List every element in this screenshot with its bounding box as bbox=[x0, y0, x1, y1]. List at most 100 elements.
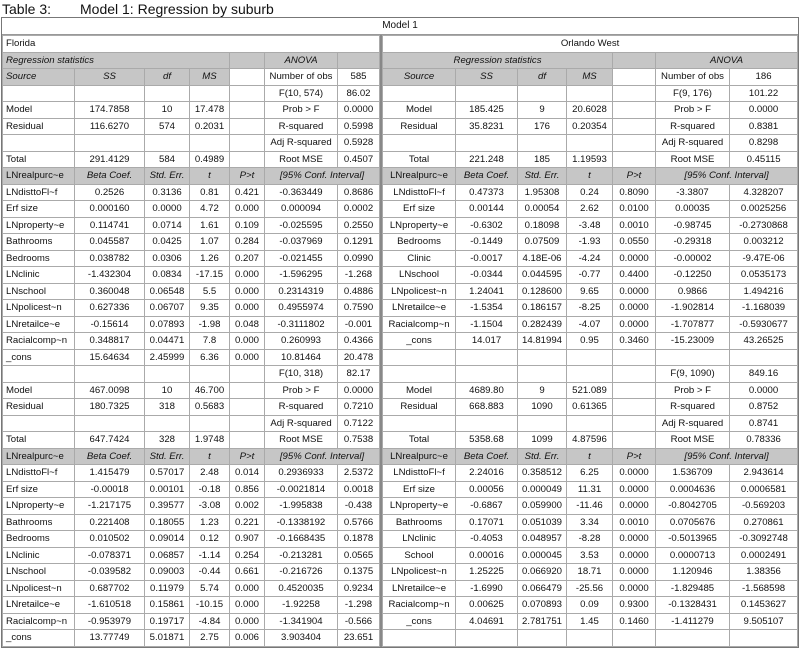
table-cell: -9.47E-06 bbox=[729, 249, 799, 267]
table-cell: 0.17071 bbox=[455, 513, 519, 531]
table-cell: 3.53 bbox=[566, 546, 614, 564]
table-cell: -0.44 bbox=[189, 563, 230, 581]
table-row: LNpolicest~n 1.25225 0.066920 18.71 0.0000 1.… bbox=[382, 563, 799, 581]
row-label: LNproperty~e bbox=[382, 497, 457, 515]
table-cell: 101.22 bbox=[729, 84, 799, 102]
table-cell: t bbox=[566, 167, 614, 185]
table-cell: 1.415479 bbox=[74, 464, 145, 482]
table-row: Total 647.7424 328 1.9748 Root MSE 0.7538 bbox=[2, 431, 381, 449]
table-cell: 0.15861 bbox=[144, 596, 190, 614]
table-cell: 2.75 bbox=[189, 629, 230, 647]
table-cell: 0.1878 bbox=[336, 530, 381, 548]
table-cell: 584 bbox=[144, 150, 190, 168]
table-cell: Beta Coef. bbox=[455, 167, 519, 185]
row-label: Model bbox=[2, 381, 75, 399]
florida-table: Florida Regression statistics ANOVA Source S… bbox=[1, 35, 381, 647]
table-cell: 0.0010 bbox=[612, 216, 657, 234]
row-label: Residual bbox=[382, 398, 457, 416]
table-cell: 1.19593 bbox=[566, 150, 614, 168]
table-cell: 6.25 bbox=[566, 464, 614, 482]
table-cell: Adj R-squared bbox=[264, 134, 338, 152]
table-cell: 9.505107 bbox=[729, 612, 799, 630]
table-cell: 0.066479 bbox=[517, 579, 568, 597]
table-cell: -3.08 bbox=[189, 497, 230, 515]
table-cell: ANOVA bbox=[264, 51, 338, 69]
table-cell: 9 bbox=[517, 381, 568, 399]
table-cell: -0.00002 bbox=[655, 249, 731, 267]
row-label: Source bbox=[382, 68, 457, 86]
table-cell: -1.217175 bbox=[74, 497, 145, 515]
table-cell: -10.15 bbox=[189, 596, 230, 614]
table-cell: -0.6302 bbox=[455, 216, 519, 234]
table-cell bbox=[612, 101, 657, 119]
table-cell bbox=[144, 84, 190, 102]
table-cell: 1.24041 bbox=[455, 282, 519, 300]
table-cell: 0.00101 bbox=[144, 480, 190, 498]
row-label: LNclinic bbox=[2, 546, 75, 564]
table-cell: [95% Conf. Interval] bbox=[655, 167, 799, 185]
table-cell: -3.48 bbox=[566, 216, 614, 234]
table-cell bbox=[517, 348, 568, 366]
table-cell: 7.8 bbox=[189, 332, 230, 350]
row-label: Total bbox=[382, 150, 457, 168]
row-label: Regression statistics bbox=[382, 51, 614, 69]
table-cell: 0.19717 bbox=[144, 612, 190, 630]
table-cell: -0.039582 bbox=[74, 563, 145, 581]
table-cell: 0.8741 bbox=[729, 414, 799, 432]
row-label: LNretailce~e bbox=[2, 315, 75, 333]
table-cell: 0.78336 bbox=[729, 431, 799, 449]
row-label: LNproperty~e bbox=[2, 216, 75, 234]
table-cell: 0.0705676 bbox=[655, 513, 731, 531]
table-cell: 0.254 bbox=[229, 546, 265, 564]
table-cell: -17.15 bbox=[189, 266, 230, 284]
table-cell: 0.4400 bbox=[612, 266, 657, 284]
table-cell: 18.71 bbox=[566, 563, 614, 581]
table-cell bbox=[612, 68, 657, 86]
table-cell bbox=[189, 134, 230, 152]
table-cell: -1.6990 bbox=[455, 579, 519, 597]
row-label bbox=[382, 348, 457, 366]
table-cell: 10 bbox=[144, 101, 190, 119]
table-cell: 291.4129 bbox=[74, 150, 145, 168]
table-cell: 0.8090 bbox=[612, 183, 657, 201]
table-row: LNdisttoFl~f 0.47373 1.95308 0.24 0.8090 -3.3… bbox=[382, 183, 799, 201]
table-cell: R-squared bbox=[264, 398, 338, 416]
table-cell: 4.04691 bbox=[455, 612, 519, 630]
table-cell bbox=[229, 101, 265, 119]
table-cell: -0.0021814 bbox=[264, 480, 338, 498]
table-cell: 9.65 bbox=[566, 282, 614, 300]
row-label: Erf size bbox=[382, 200, 457, 218]
row-label bbox=[382, 414, 457, 432]
table-cell: 0.010502 bbox=[74, 530, 145, 548]
table-cell: 0.0002 bbox=[336, 200, 381, 218]
table-row: Total 291.4129 584 0.4989 Root MSE 0.4507 bbox=[2, 150, 381, 168]
table-cell: 0.360048 bbox=[74, 282, 145, 300]
table-cell: 0.000 bbox=[229, 348, 265, 366]
table-cell: 647.7424 bbox=[74, 431, 145, 449]
table-cell: 82.17 bbox=[336, 365, 381, 383]
table-row: Erf size 0.00144 0.00054 2.62 0.0100 0.00035 0… bbox=[382, 200, 799, 218]
table-row: Adj R-squared 0.5928 bbox=[2, 134, 381, 152]
row-label: Clinic bbox=[382, 249, 457, 267]
table-cell: 0.0100 bbox=[612, 200, 657, 218]
row-label: LNpolicest~n bbox=[2, 299, 75, 317]
table-cell: 0.45115 bbox=[729, 150, 799, 168]
table-cell: 0.5683 bbox=[189, 398, 230, 416]
table-row: Residual 668.883 1090 0.61365 R-squared 0.875… bbox=[382, 398, 799, 416]
table-cell: 0.000 bbox=[229, 612, 265, 630]
table-cell: 0.048 bbox=[229, 315, 265, 333]
table-cell: -1.829485 bbox=[655, 579, 731, 597]
table-cell: Number of obs bbox=[655, 68, 731, 86]
table-cell: 0.000 bbox=[229, 266, 265, 284]
table-cell: 3.903404 bbox=[264, 629, 338, 647]
row-label: Total bbox=[2, 431, 75, 449]
table-cell: -0.15614 bbox=[74, 315, 145, 333]
table-cell: 0.0565 bbox=[336, 546, 381, 564]
table-row: LNproperty~e -1.217175 0.39577 -3.08 0.002 -1… bbox=[2, 497, 381, 515]
table-cell: 1.95308 bbox=[517, 183, 568, 201]
table-cell: -0.77 bbox=[566, 266, 614, 284]
title-row: Orlando West bbox=[382, 35, 799, 53]
row-label: _cons bbox=[382, 612, 457, 630]
table-cell: 2.62 bbox=[566, 200, 614, 218]
orlando-west-table: Orlando West Regression statistics ANOVA So… bbox=[382, 35, 799, 647]
